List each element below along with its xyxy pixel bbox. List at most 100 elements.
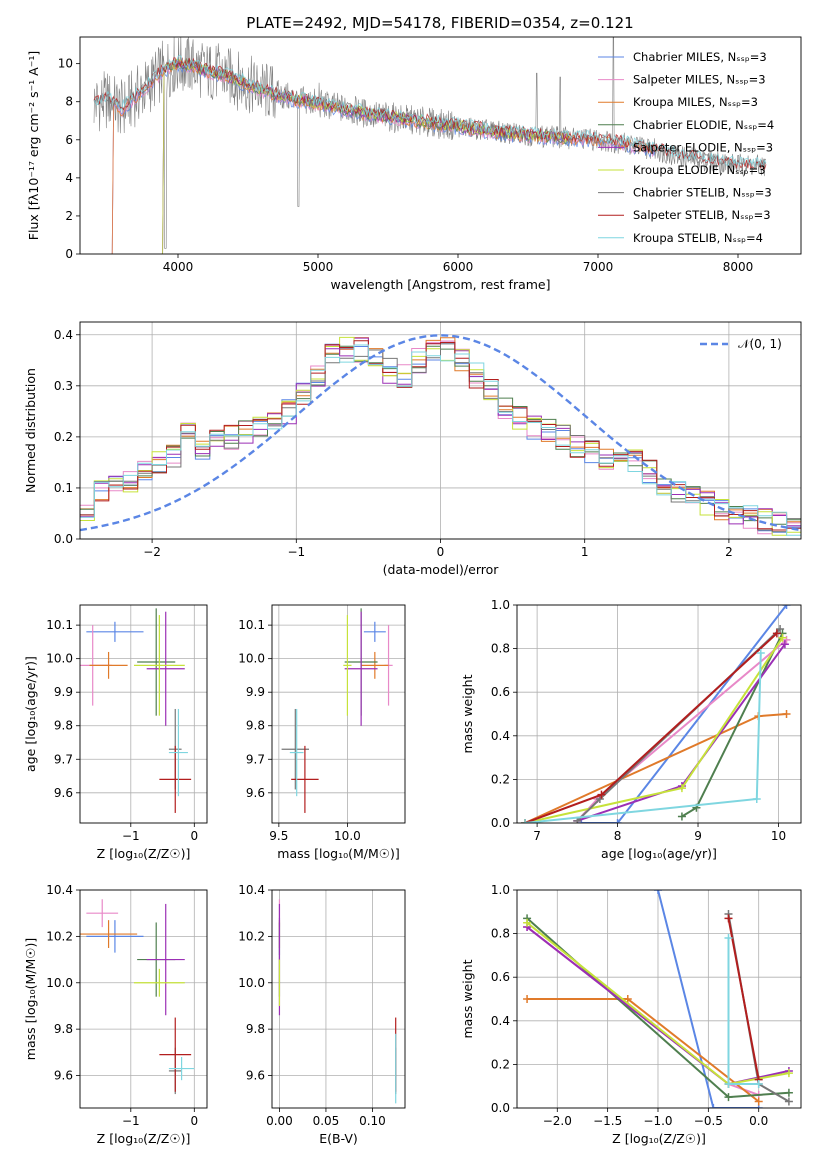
x-tick-label: −0.5 [694, 1114, 723, 1128]
y-tick-label: 9.9 [54, 685, 73, 699]
x-axis-label: age [log₁₀(age/yr)] [601, 846, 717, 861]
plus-marker [778, 633, 787, 642]
errorbar-point [291, 745, 319, 813]
x-tick-label: −2 [143, 545, 161, 559]
x-tick-label: 5000 [303, 260, 334, 274]
model-spectrum-line [93, 54, 767, 169]
y-tick-label: 9.6 [54, 786, 73, 800]
model-spectrum-line [110, 61, 656, 254]
y-axis-label: age [log₁₀(age/yr)] [23, 656, 38, 772]
x-tick-label: 8 [614, 829, 622, 843]
y-tick-label: 0.0 [54, 532, 73, 546]
axes-frame [79, 889, 208, 1109]
y-tick-label: 10.4 [238, 883, 265, 897]
plus-marker [597, 790, 606, 799]
plus-marker [782, 635, 791, 644]
y-tick-label: 0.2 [491, 772, 510, 786]
errorbar-point [80, 920, 138, 948]
x-axis-label: Z [log₁₀(Z/Z☉)] [97, 1131, 191, 1146]
x-tick-label: 7000 [583, 260, 614, 274]
x-tick-label: −1.5 [593, 1114, 622, 1128]
y-tick-label: 10.0 [238, 976, 265, 990]
x-tick-label: 0.10 [359, 1114, 386, 1128]
y-tick-label: 9.8 [246, 1022, 265, 1036]
axes-frame [516, 604, 802, 824]
y-tick-label: 0.3 [54, 379, 73, 393]
x-tick-label: 0 [437, 545, 445, 559]
x-tick-label: 0.00 [266, 1114, 293, 1128]
plus-marker [521, 819, 530, 823]
plus-marker [784, 1069, 793, 1078]
plus-marker [776, 624, 785, 633]
y-tick-label: 0.4 [491, 1014, 510, 1028]
mass-weight-line [727, 918, 760, 1080]
x-axis-label: wavelength [Angstrom, rest frame] [330, 277, 550, 292]
plot-area [80, 608, 192, 813]
legend: Chabrier MILES, Nₛₛₚ=3 Salpeter MILES, Nₛ… [598, 50, 774, 245]
axes-spectrum: 4000 5000 6000 7000 8000 0 2 4 6 8 10 wavelength [A… [26, 36, 802, 292]
x-tick-label: 0.0 [749, 1114, 768, 1128]
y-tick-label: 0.8 [491, 927, 510, 941]
errorbar-point [344, 611, 378, 726]
normal-curve [80, 334, 801, 532]
errorbar-point [168, 1056, 195, 1081]
plot-area [523, 890, 793, 1108]
y-tick-label: 0.1 [54, 481, 73, 495]
x-tick-label: 7 [533, 829, 541, 843]
y-tick-label: 10.0 [46, 652, 73, 666]
y-tick-label: 0.0 [491, 816, 510, 830]
y-tick-label: 1.0 [491, 883, 510, 897]
legend-label: Chabrier MILES, Nₛₛₚ=3 [633, 50, 767, 64]
y-tick-label: 9.6 [246, 786, 265, 800]
axes-frame [79, 604, 208, 824]
y-tick-label: 0.4 [491, 729, 510, 743]
x-tick-label: −1 [122, 829, 140, 843]
y-tick-label: 1.0 [491, 598, 510, 612]
y-axis-label: mass [log₁₀(M/M☉)] [23, 938, 38, 1060]
legend-label: Salpeter MILES, Nₛₛₚ=3 [633, 73, 766, 87]
errorbar-point [146, 903, 185, 1016]
y-tick-label: 0.2 [491, 1057, 510, 1071]
axes-residual_hist: −2 −1 0 1 2 0.0 0.1 0.2 0.3 0.4 (data-model)/error… [23, 321, 802, 577]
x-tick-label: 8000 [723, 260, 754, 274]
x-tick-label: −1 [122, 1114, 140, 1128]
plus-marker [754, 1080, 763, 1089]
plot-area [80, 334, 801, 536]
y-tick-label: 4 [65, 171, 73, 185]
y-tick-label: 9.6 [246, 1069, 265, 1083]
y-tick-label: 10.2 [238, 929, 265, 943]
x-tick-label: 0 [190, 829, 198, 843]
errorbar-point [146, 611, 185, 726]
x-tick-label: 2 [725, 545, 733, 559]
plus-marker [709, 1104, 718, 1108]
plot-area [278, 899, 397, 1104]
axes-frame [79, 321, 802, 540]
y-tick-label: 9.7 [246, 752, 265, 766]
y-tick-label: 0.8 [491, 642, 510, 656]
y-tick-label: 0.6 [491, 970, 510, 984]
legend-label: Salpeter STELIB, Nₛₛₚ=3 [633, 208, 771, 222]
x-tick-label: −1 [287, 545, 305, 559]
y-axis-label: mass weight [460, 674, 475, 753]
histogram-step [80, 344, 801, 536]
y-axis-label: Normed distribution [23, 368, 38, 493]
x-axis-label: Z [log₁₀(Z/Z☉)] [612, 1131, 706, 1146]
mass-weight-line [576, 643, 786, 822]
y-tick-label: 8 [65, 95, 73, 109]
legend-label: Chabrier STELIB, Nₛₛₚ=3 [633, 186, 772, 200]
y-tick-label: 0 [65, 247, 73, 261]
plus-marker [756, 648, 765, 657]
y-tick-label: 9.8 [246, 719, 265, 733]
plot-area [281, 608, 393, 813]
x-axis-label: mass [log₁₀(M/M☉)] [277, 846, 399, 861]
y-tick-label: 0.0 [491, 1101, 510, 1115]
plot-area [80, 899, 195, 1095]
plus-marker [772, 629, 781, 638]
x-tick-label: 4000 [163, 260, 194, 274]
x-tick-label: 9.5 [269, 829, 288, 843]
legend-label: Salpeter ELODIE, Nₛₛₚ=3 [633, 140, 773, 154]
plus-marker [724, 1093, 733, 1102]
y-tick-label: 0.6 [491, 685, 510, 699]
mass-weight-line [524, 637, 784, 823]
